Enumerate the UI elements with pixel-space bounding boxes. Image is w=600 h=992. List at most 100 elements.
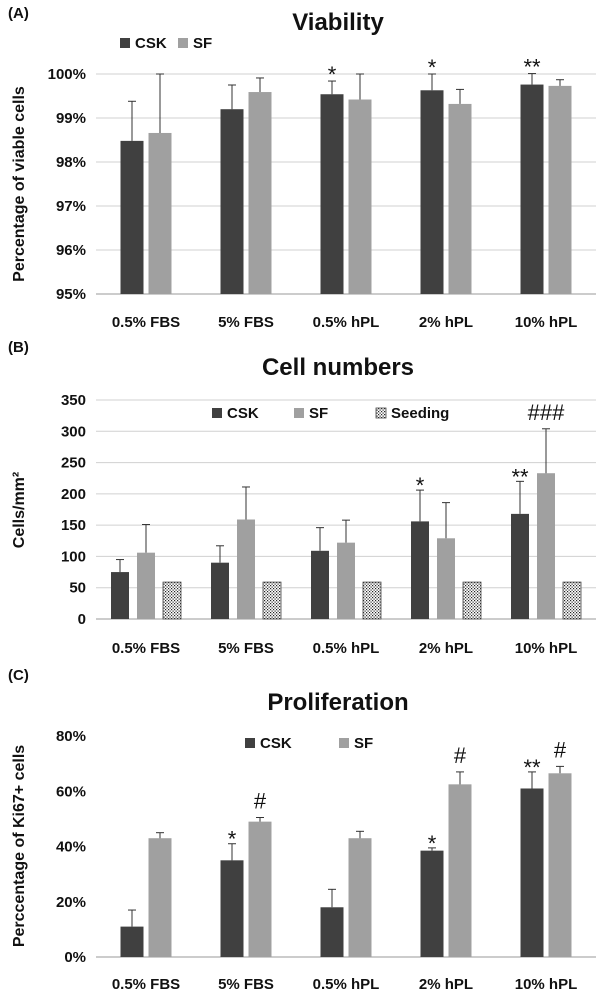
y-tick-label: 80%: [56, 728, 86, 745]
bar-csk: [411, 521, 429, 619]
significance-marker: *: [428, 831, 437, 856]
bar-sf: [148, 132, 172, 294]
y-tick-label: 60%: [56, 783, 86, 800]
x-tick-label: 0.5% FBS: [112, 314, 180, 330]
bar-sf: [248, 821, 272, 957]
bar-seeding: [562, 581, 582, 620]
y-axis-label: Percentage of viable cells: [11, 86, 28, 282]
panel-label: (B): [8, 339, 29, 356]
y-tick-label: 40%: [56, 839, 86, 856]
bar-csk: [211, 562, 229, 619]
significance-marker: #: [454, 743, 467, 768]
chart-title: Proliferation: [267, 689, 408, 716]
x-tick-label: 10% hPL: [515, 314, 578, 330]
legend-swatch-csk: [120, 38, 130, 48]
bar-sf: [548, 773, 572, 957]
bar-csk: [420, 90, 444, 294]
bar-seeding: [262, 581, 282, 620]
bar-sf: [137, 552, 155, 619]
bar-sf: [537, 473, 555, 619]
bar-sf: [237, 519, 255, 619]
significance-marker: #: [554, 737, 567, 762]
panel-cell-numbers: (B) Cell numbers Cells/mm² 0 50 100 150 200 250 3…: [0, 330, 600, 660]
y-tick-label: 200: [61, 486, 86, 503]
x-tick-label: 5% FBS: [218, 640, 274, 657]
bar-csk: [520, 788, 544, 957]
y-tick-label: 99%: [56, 110, 86, 127]
bar-csk: [420, 850, 444, 957]
bar-csk: [120, 926, 144, 957]
legend-label-csk: CSK: [260, 735, 292, 752]
cell-numbers-chart: (B) Cell numbers Cells/mm² 0 50 100 150 200 250 3…: [8, 339, 596, 657]
significance-marker: *: [228, 827, 237, 852]
bar-csk: [311, 550, 329, 619]
bar-sf: [448, 103, 472, 294]
x-tick-label: 0.5% hPL: [313, 976, 380, 992]
bar-sf: [348, 99, 372, 295]
y-tick-label: 50: [69, 580, 86, 597]
panel-label: (A): [8, 5, 29, 22]
panel-viability: (A) Viability Percentage of viable cells 95…: [0, 0, 600, 330]
y-tick-label: 0%: [64, 949, 86, 966]
chart-title: Viability: [292, 9, 384, 36]
legend-swatch-seeding: [375, 407, 387, 419]
bar-sf: [348, 838, 372, 957]
legend-swatch-sf: [294, 408, 304, 418]
legend-label-sf: SF: [309, 405, 328, 422]
significance-marker: *: [428, 55, 437, 80]
significance-marker: **: [523, 755, 541, 780]
bar-csk: [220, 109, 244, 294]
panel-proliferation: (C) Proliferation Perccentage of Ki67+ cel…: [0, 660, 600, 992]
legend-label-sf: SF: [354, 735, 373, 752]
x-tick-label: 5% FBS: [218, 314, 274, 330]
bar-csk: [220, 860, 244, 957]
bar-seeding: [162, 581, 182, 620]
y-axis-label: Perccentage of Ki67+ cells: [11, 745, 28, 947]
legend-label-seeding: Seeding: [391, 405, 449, 422]
significance-marker: *: [416, 473, 425, 498]
bar-csk: [511, 513, 529, 619]
chart-title: Cell numbers: [262, 354, 414, 381]
viability-chart: (A) Viability Percentage of viable cells 95…: [8, 5, 596, 330]
legend-label-csk: CSK: [227, 405, 259, 422]
proliferation-chart: (C) Proliferation Perccentage of Ki67+ cel…: [8, 667, 596, 992]
y-axis-label: Cells/mm²: [11, 472, 28, 548]
y-tick-label: 97%: [56, 198, 86, 215]
legend-swatch-sf: [178, 38, 188, 48]
significance-marker: *: [328, 62, 337, 87]
x-tick-label: 2% hPL: [419, 314, 473, 330]
panel-label: (C): [8, 667, 29, 684]
significance-marker: ###: [528, 400, 565, 425]
significance-marker: **: [511, 464, 529, 489]
x-tick-label: 0.5% FBS: [112, 976, 180, 992]
y-tick-label: 96%: [56, 242, 86, 259]
y-tick-label: 100: [61, 548, 86, 565]
x-tick-label: 0.5% FBS: [112, 640, 180, 657]
legend-swatch-sf: [339, 738, 349, 748]
bar-sf: [448, 784, 472, 957]
legend-swatch-csk: [212, 408, 222, 418]
significance-marker: **: [523, 55, 541, 80]
x-tick-label: 0.5% hPL: [313, 314, 380, 330]
significance-marker: #: [254, 788, 267, 813]
bar-sf: [148, 838, 172, 957]
legend-label-sf: SF: [193, 35, 212, 52]
y-tick-label: 98%: [56, 154, 86, 171]
y-tick-label: 300: [61, 423, 86, 440]
bar-sf: [337, 542, 355, 619]
y-tick-label: 20%: [56, 894, 86, 911]
x-tick-label: 10% hPL: [515, 640, 578, 657]
y-tick-label: 250: [61, 455, 86, 472]
y-tick-label: 95%: [56, 286, 86, 303]
y-tick-label: 350: [61, 392, 86, 409]
y-tick-label: 0: [78, 611, 86, 628]
x-tick-label: 0.5% hPL: [313, 640, 380, 657]
bar-sf: [248, 92, 272, 294]
bar-csk: [111, 572, 129, 619]
x-tick-label: 2% hPL: [419, 640, 473, 657]
bar-sf: [548, 85, 572, 294]
bar-sf: [437, 538, 455, 619]
bar-csk: [320, 94, 344, 295]
bar-csk: [520, 84, 544, 294]
x-tick-label: 10% hPL: [515, 976, 578, 992]
